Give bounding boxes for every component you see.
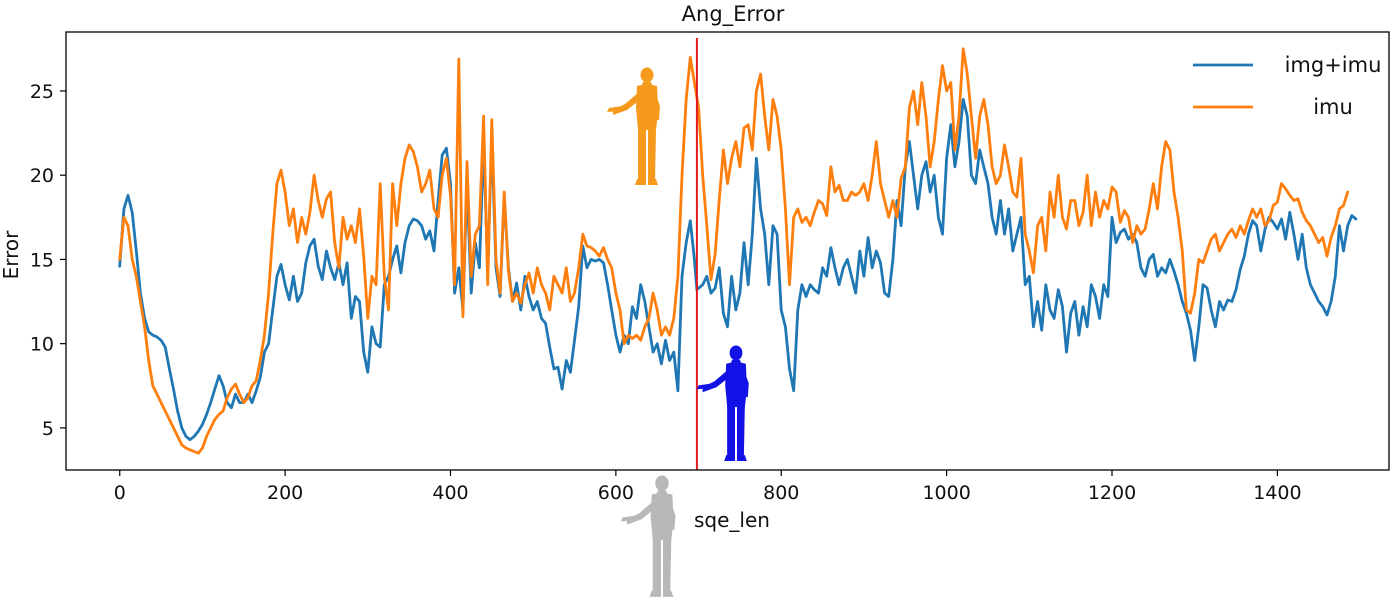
gray-human-figure xyxy=(620,475,676,597)
plot-lines xyxy=(118,47,1358,455)
y-tick-label: 25 xyxy=(30,81,54,103)
orange-human-figure xyxy=(607,67,660,185)
plot-frame xyxy=(65,31,1390,471)
y-tick-label: 5 xyxy=(42,418,54,440)
legend-label-0: img+imu xyxy=(1285,53,1382,77)
chart-title: Ang_Error xyxy=(682,2,785,27)
x-tick-label: 1400 xyxy=(1253,482,1301,504)
figures xyxy=(607,67,749,597)
series-line-1 xyxy=(118,47,1350,455)
y-tick-label: 15 xyxy=(30,249,54,271)
axis-ticks: 0 200 400 600 800 1000 1200 1400 5 10 15 20 25 xyxy=(30,81,1302,504)
legend-label-1: imu xyxy=(1313,95,1353,119)
x-tick-label: 800 xyxy=(763,482,799,504)
y-tick-label: 20 xyxy=(30,165,54,187)
y-axis-label: Error xyxy=(0,230,23,280)
series-line-0 xyxy=(118,98,1358,442)
y-tick-label: 10 xyxy=(30,334,54,356)
x-tick-label: 0 xyxy=(114,482,126,504)
x-tick-label: 1200 xyxy=(1088,482,1136,504)
x-axis-label: sqe_len xyxy=(694,508,770,532)
x-tick-label: 1000 xyxy=(922,482,970,504)
x-tick-label: 400 xyxy=(432,482,468,504)
x-tick-label: 600 xyxy=(598,482,634,504)
x-tick-label: 200 xyxy=(267,482,303,504)
blue-human-figure xyxy=(696,345,749,462)
legend: img+imu imu xyxy=(1193,53,1381,119)
